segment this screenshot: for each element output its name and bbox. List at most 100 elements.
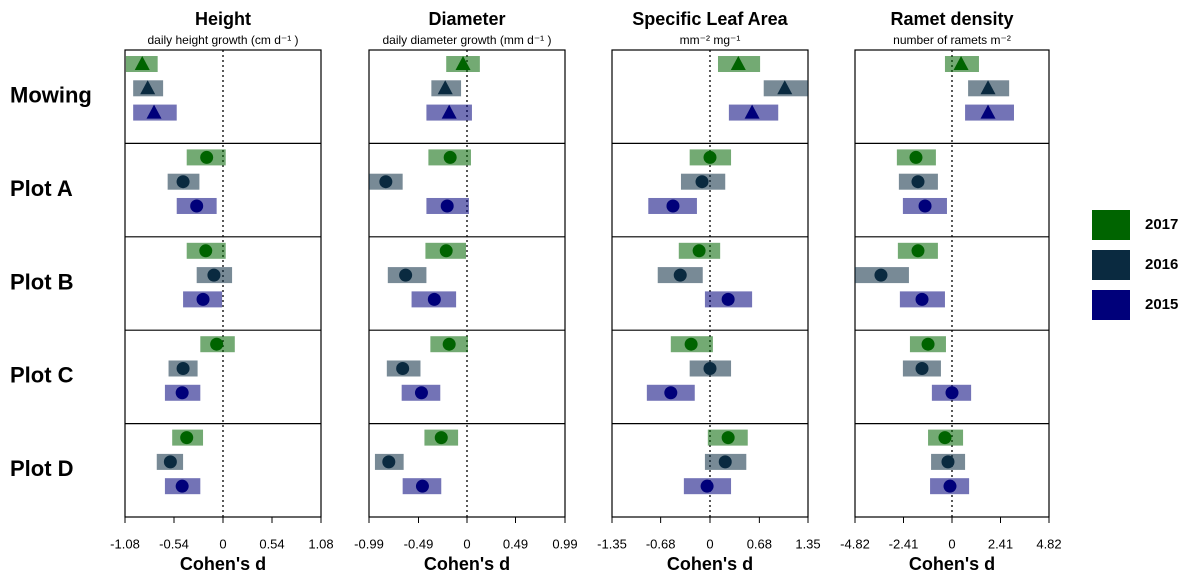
legend-label: 2015 — [1145, 296, 1178, 313]
legend-swatch — [1092, 290, 1130, 320]
point — [415, 479, 429, 493]
point — [207, 268, 221, 282]
point — [439, 244, 453, 258]
point — [721, 431, 735, 445]
panel-subtitle: daily diameter growth (mm d⁻¹ ) — [382, 33, 551, 47]
x-tick-label: -1.35 — [597, 536, 627, 551]
point-triangle — [777, 80, 793, 95]
point — [379, 175, 393, 189]
point — [874, 268, 888, 282]
point — [718, 455, 732, 469]
point — [210, 337, 224, 351]
point — [396, 361, 410, 375]
point — [918, 199, 932, 213]
row-label: Plot A — [10, 176, 73, 201]
point — [700, 479, 714, 493]
point — [921, 337, 935, 351]
x-tick-label: -0.49 — [404, 536, 434, 551]
x-tick-label: -2.41 — [889, 536, 919, 551]
point — [938, 431, 952, 445]
row-label: Mowing — [10, 83, 92, 108]
point — [190, 199, 204, 213]
point — [915, 292, 929, 306]
x-tick-label: 1.08 — [308, 536, 333, 551]
legend-label: 2017 — [1145, 216, 1178, 233]
point — [427, 292, 441, 306]
x-axis-label: Cohen's d — [180, 554, 266, 574]
point-triangle — [437, 80, 453, 95]
point — [442, 337, 456, 351]
x-tick-label: 2.41 — [988, 536, 1013, 551]
x-axis-label: Cohen's d — [667, 554, 753, 574]
x-tick-label: 0.99 — [552, 536, 577, 551]
point — [664, 386, 678, 400]
x-tick-label: 0 — [463, 536, 470, 551]
point — [915, 361, 929, 375]
point — [176, 361, 190, 375]
x-tick-label: -4.82 — [840, 536, 870, 551]
row-label: Plot D — [10, 456, 74, 481]
x-tick-label: 0 — [948, 536, 955, 551]
point — [399, 268, 413, 282]
point-triangle — [980, 80, 996, 95]
point — [382, 455, 396, 469]
x-tick-label: -1.08 — [110, 536, 140, 551]
point — [943, 479, 957, 493]
x-tick-label: 0.49 — [503, 536, 528, 551]
point — [196, 292, 210, 306]
point — [911, 175, 925, 189]
point-triangle — [730, 56, 746, 71]
point — [684, 337, 698, 351]
point-triangle — [134, 56, 150, 71]
x-tick-label: 0 — [706, 536, 713, 551]
point-triangle — [441, 104, 457, 119]
legend-swatch — [1092, 250, 1130, 280]
point — [911, 244, 925, 258]
point — [199, 244, 213, 258]
point — [180, 431, 194, 445]
point — [443, 150, 457, 164]
panel-subtitle: number of ramets m⁻² — [893, 33, 1011, 47]
point — [703, 361, 717, 375]
panel-subtitle: mm⁻² mg⁻¹ — [680, 33, 741, 47]
x-tick-label: 0.68 — [747, 536, 772, 551]
point-triangle — [146, 104, 162, 119]
panel-title: Height — [195, 9, 251, 29]
x-tick-label: 4.82 — [1036, 536, 1061, 551]
point-triangle — [455, 56, 471, 71]
panel-title: Diameter — [428, 9, 505, 29]
point — [440, 199, 454, 213]
row-label: Plot C — [10, 363, 74, 388]
point — [163, 455, 177, 469]
point — [695, 175, 709, 189]
point — [666, 199, 680, 213]
x-tick-label: -0.68 — [646, 536, 676, 551]
x-tick-label: -0.99 — [354, 536, 384, 551]
point — [673, 268, 687, 282]
point-triangle — [140, 80, 156, 95]
point — [176, 175, 190, 189]
x-tick-label: -0.54 — [159, 536, 189, 551]
point-triangle — [744, 104, 760, 119]
x-axis-label: Cohen's d — [909, 554, 995, 574]
point — [200, 150, 214, 164]
panel-subtitle: daily height growth (cm d⁻¹ ) — [147, 33, 298, 47]
point — [175, 386, 189, 400]
point-triangle — [980, 104, 996, 119]
point — [414, 386, 428, 400]
x-tick-label: 0 — [219, 536, 226, 551]
point — [692, 244, 706, 258]
x-tick-label: 1.35 — [795, 536, 820, 551]
point — [941, 455, 955, 469]
legend-label: 2016 — [1145, 256, 1178, 273]
x-tick-label: 0.54 — [259, 536, 284, 551]
point-triangle — [953, 56, 969, 71]
panel-title: Specific Leaf Area — [632, 9, 788, 29]
row-label: Plot B — [10, 269, 74, 294]
legend-swatch — [1092, 210, 1130, 240]
point — [945, 386, 959, 400]
point — [175, 479, 189, 493]
point — [909, 150, 923, 164]
point — [703, 150, 717, 164]
